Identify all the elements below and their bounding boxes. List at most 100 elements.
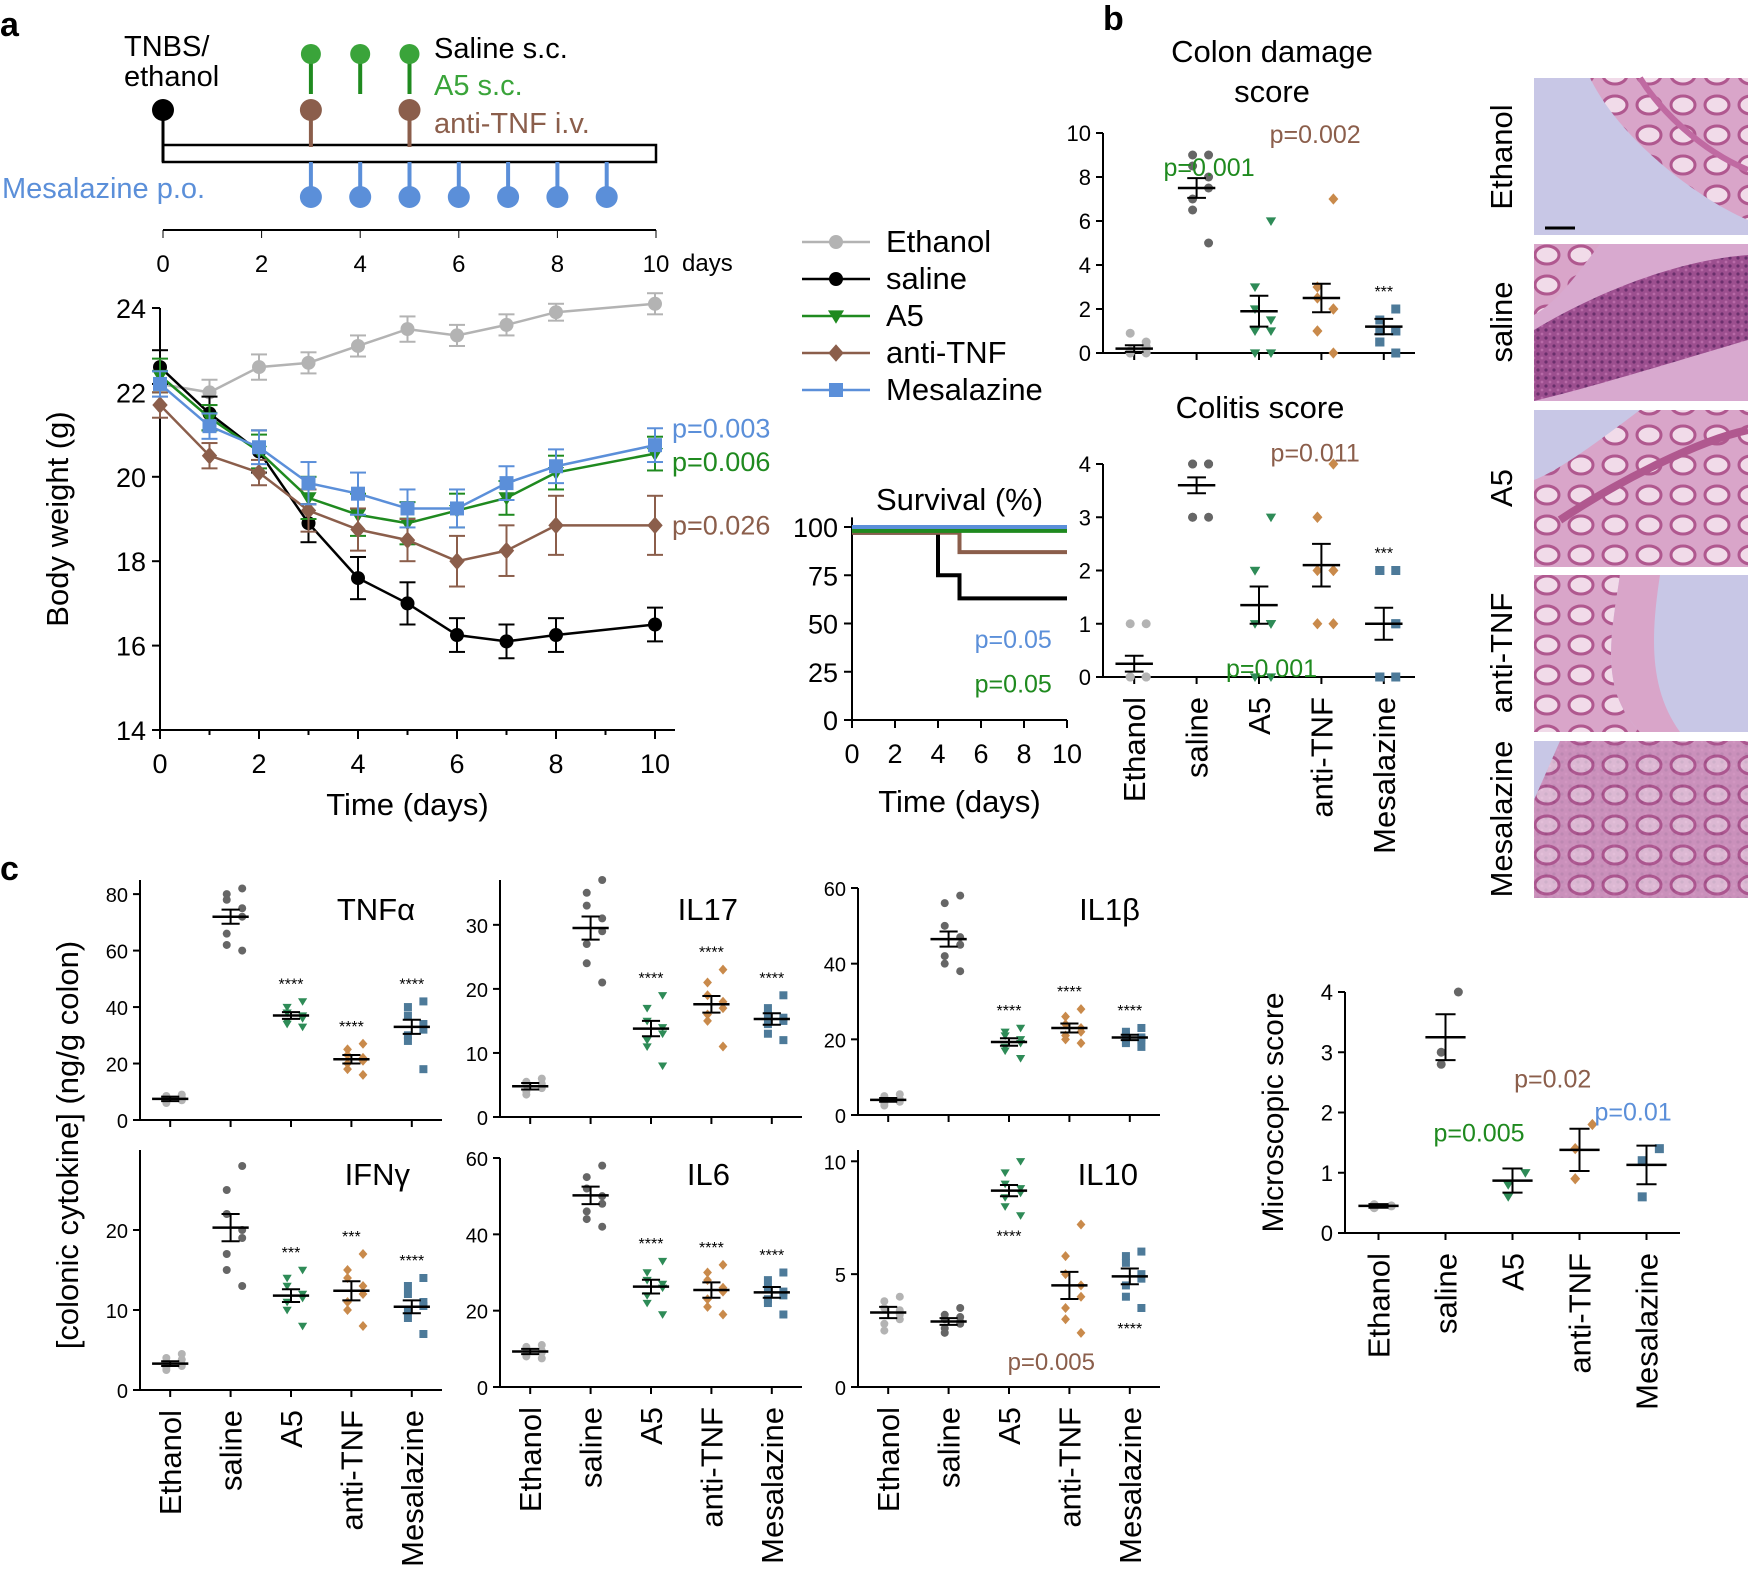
- data-point: [403, 1036, 412, 1045]
- y-tick-label: 0: [1079, 665, 1091, 690]
- data-point: [657, 1257, 668, 1266]
- y-tick-label: 3: [1321, 1040, 1333, 1065]
- data-point: [1312, 564, 1323, 577]
- y-tick-label: 80: [106, 885, 128, 907]
- y-tick-label: 60: [824, 879, 846, 901]
- data-point: [177, 1350, 186, 1358]
- data-point: [940, 899, 949, 908]
- category-label: saline: [1180, 697, 1215, 778]
- data-point: [880, 1297, 889, 1306]
- data-point: [582, 959, 591, 968]
- legend-label: anti-TNF: [886, 335, 1007, 370]
- y-tick-label: 10: [1067, 121, 1091, 146]
- y-tick-label: 0: [117, 1111, 128, 1133]
- chart-title: IL17: [678, 892, 738, 927]
- x-axis-label: Time (days): [878, 784, 1040, 819]
- significance-stars: ****: [699, 1240, 724, 1257]
- y-tick-label: 75: [808, 561, 838, 591]
- data-point: [657, 1030, 668, 1039]
- data-point: [222, 895, 231, 904]
- data-point: [1137, 1247, 1146, 1256]
- histology-panel: Ethanol saline A5 anti-TNF Mesalazine: [1484, 76, 1748, 898]
- data-point: [1188, 459, 1198, 469]
- data-point: [779, 1291, 788, 1300]
- data-point: [1121, 1258, 1130, 1267]
- data-point: [779, 1310, 788, 1319]
- data-point: [1121, 1039, 1130, 1048]
- data-point: [153, 376, 167, 391]
- data-point: [238, 904, 247, 913]
- data-point: [1328, 564, 1339, 577]
- antitnf-marker: [398, 99, 421, 121]
- y-tick-label: 40: [106, 998, 128, 1020]
- data-point: [956, 940, 965, 949]
- data-point: [1204, 238, 1214, 248]
- category-label: Ethanol: [871, 1407, 906, 1512]
- data-point: [1188, 194, 1198, 204]
- histology-image-a5: [1534, 410, 1748, 567]
- p-value-label: p=0.026: [672, 510, 770, 540]
- data-point: [763, 1299, 772, 1308]
- data-point: [419, 1020, 428, 1028]
- data-point: [297, 1266, 308, 1275]
- data-point: [703, 977, 712, 988]
- legend-label: A5: [886, 298, 924, 333]
- category-label: Ethanol: [1362, 1253, 1397, 1358]
- histology-label-a5: A5: [1484, 469, 1519, 507]
- x-tick-label: 10: [640, 749, 670, 779]
- mesalazine-marker: [398, 186, 421, 208]
- data-point: [1000, 1047, 1010, 1056]
- data-point: [201, 446, 218, 465]
- chart-title-line: Colon damage: [1171, 34, 1373, 69]
- histology-label-mesalazine: Mesalazine: [1484, 741, 1519, 898]
- survival-line-anti-tnf: [852, 530, 1067, 555]
- data-point: [450, 328, 464, 343]
- data-point: [1637, 1156, 1647, 1166]
- series-ethanol: [152, 292, 663, 407]
- group-mesalazine: [1111, 1023, 1148, 1051]
- data-point: [1061, 1303, 1070, 1313]
- data-point: [703, 1301, 712, 1312]
- panel-letter-b: b: [1103, 0, 1124, 38]
- group-ethanol: [1115, 619, 1153, 682]
- data-point: [763, 1004, 772, 1013]
- data-point: [297, 1015, 308, 1023]
- significance-stars: ****: [399, 1253, 424, 1270]
- category-label: saline: [1429, 1253, 1464, 1334]
- treatment-schedule: TNBS/ ethanol Saline s.c. A5 s.c. anti-T…: [2, 31, 733, 278]
- significance-stars: ****: [759, 970, 784, 987]
- data-point: [282, 1274, 292, 1283]
- data-point: [1137, 1023, 1146, 1032]
- y-tick-label: 2: [1079, 559, 1091, 584]
- group-mesalazine: [753, 991, 790, 1045]
- series-line: [159, 366, 656, 643]
- data-point: [1503, 1181, 1514, 1190]
- group-mesalazine: [1111, 1247, 1148, 1312]
- data-point: [1265, 673, 1277, 682]
- data-point: [718, 1003, 728, 1014]
- data-point: [582, 888, 591, 897]
- y-tick-label: 20: [106, 1221, 128, 1243]
- p-value-label: p=0.05: [975, 626, 1052, 654]
- x-tick-label: 4: [350, 749, 365, 779]
- y-tick-label: 3: [1079, 505, 1091, 530]
- data-point: [499, 476, 514, 491]
- data-point: [1076, 1026, 1086, 1037]
- y-tick-label: 10: [466, 1044, 488, 1066]
- data-point: [403, 1003, 412, 1012]
- data-point: [1015, 1212, 1026, 1220]
- data-point: [582, 940, 591, 949]
- data-point: [1328, 347, 1339, 359]
- y-tick-label: 20: [824, 1030, 846, 1052]
- x-tick-label: 6: [973, 739, 988, 769]
- series-line: [159, 374, 656, 525]
- data-point: [763, 1029, 772, 1038]
- a5-marker: [350, 44, 371, 64]
- data-point: [703, 1267, 712, 1278]
- data-point: [598, 1199, 607, 1208]
- data-point: [419, 997, 428, 1006]
- y-tick-label: 60: [466, 1149, 488, 1171]
- x-tick-label: 0: [152, 749, 167, 779]
- data-point: [537, 1354, 546, 1363]
- data-point: [1000, 1169, 1010, 1177]
